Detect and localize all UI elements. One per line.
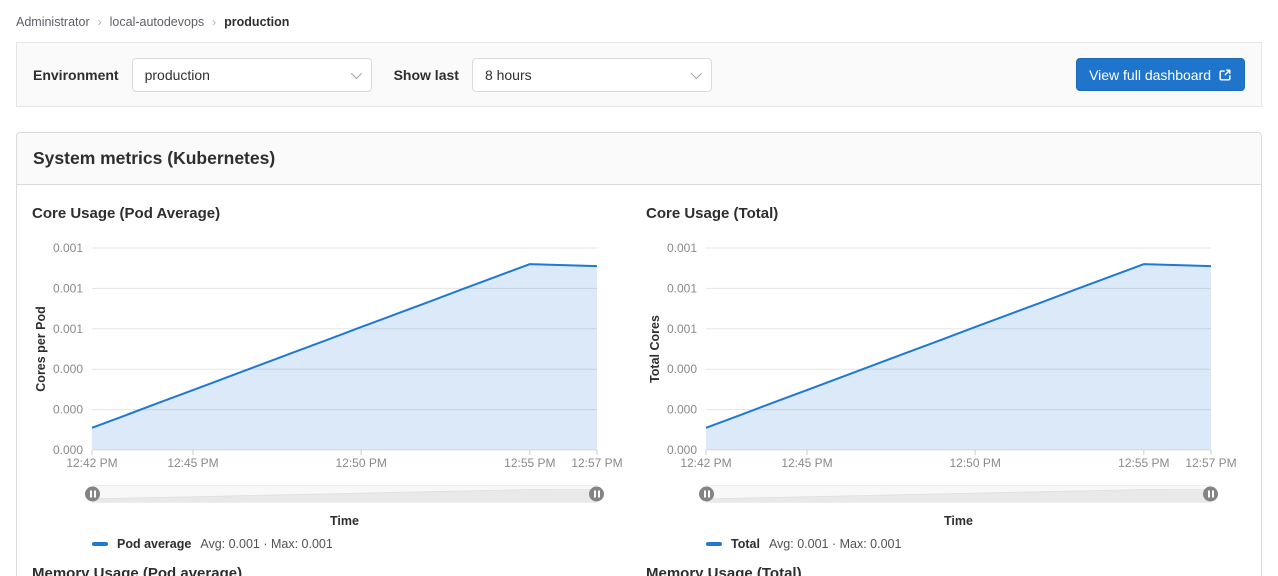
x-axis-title: Time bbox=[944, 514, 973, 528]
legend-series-name: Total bbox=[731, 537, 760, 551]
panel-body: Core Usage (Pod Average) 0.001 0.001 0.001… bbox=[17, 185, 1261, 576]
charts-row: Core Usage (Pod Average) 0.001 0.001 0.001… bbox=[32, 205, 1246, 551]
y-axis-title: Total Cores bbox=[648, 315, 662, 383]
view-full-dashboard-label: View full dashboard bbox=[1089, 66, 1211, 83]
legend-series-stats: Avg: 0.001 · Max: 0.001 bbox=[768, 537, 902, 551]
pause-icon bbox=[589, 487, 604, 502]
environment-label: Environment bbox=[33, 66, 119, 83]
x-tick-label: 12:57 PM bbox=[571, 456, 622, 470]
chart-title: Core Usage (Total) bbox=[646, 205, 779, 222]
chart-title: Core Usage (Pod Average) bbox=[32, 205, 221, 222]
y-tick-label: 0.001 bbox=[53, 281, 83, 295]
legend-series-stats: Avg: 0.001 · Max: 0.001 bbox=[200, 537, 333, 551]
zoom-handle-right[interactable] bbox=[1203, 486, 1218, 502]
breadcrumb-item-environment: production bbox=[224, 15, 290, 29]
zoom-handle-left[interactable] bbox=[699, 486, 714, 502]
zoom-slider[interactable] bbox=[85, 485, 604, 503]
chevron-down-icon bbox=[690, 67, 703, 79]
show-last-select-value: 8 hours bbox=[484, 66, 532, 83]
chart-title-memory-pod-average: Memory Usage (Pod average) bbox=[32, 565, 243, 576]
x-tick-label: 12:45 PM bbox=[167, 456, 218, 470]
environment-select-value: production bbox=[144, 66, 210, 83]
charts-row-memory: Memory Usage (Pod average) Memory Usage … bbox=[32, 565, 1246, 576]
y-tick-label: 0.001 bbox=[53, 322, 83, 336]
legend-item[interactable]: Total Avg: 0.001 · Max: 0.001 bbox=[706, 537, 1246, 551]
y-tick-label: 0.001 bbox=[667, 322, 697, 336]
metrics-panel: System metrics (Kubernetes) Core Usage (… bbox=[16, 132, 1262, 576]
breadcrumb-item-project[interactable]: local-autodevops bbox=[109, 15, 205, 29]
y-tick-label: 0.001 bbox=[53, 241, 83, 255]
x-tick-label: 12:55 PM bbox=[504, 456, 555, 470]
legend-series-name: Pod average bbox=[117, 537, 192, 551]
y-tick-label: 0.000 bbox=[667, 443, 697, 457]
zoom-slider-preview bbox=[707, 489, 1210, 502]
x-tick-label: 12:50 PM bbox=[335, 456, 386, 470]
show-last-select[interactable]: 8 hours bbox=[471, 57, 712, 92]
y-tick-label: 0.000 bbox=[53, 403, 83, 417]
zoom-handle-left[interactable] bbox=[85, 486, 100, 502]
zoom-slider[interactable] bbox=[699, 485, 1218, 503]
y-tick-label: 0.000 bbox=[667, 403, 697, 417]
section-title: System metrics (Kubernetes) bbox=[17, 133, 1261, 185]
legend-swatch bbox=[706, 542, 722, 546]
x-tick-label: 12:42 PM bbox=[680, 456, 731, 470]
breadcrumb: Administrator › local-autodevops › produ… bbox=[0, 0, 1278, 42]
y-tick-label: 0.000 bbox=[53, 362, 83, 376]
y-tick-label: 0.001 bbox=[667, 241, 697, 255]
breadcrumb-separator-icon: › bbox=[97, 15, 102, 29]
y-axis-title: Cores per Pod bbox=[34, 306, 48, 391]
pause-icon bbox=[699, 487, 714, 502]
show-last-label: Show last bbox=[393, 66, 459, 83]
chart-panel-core-usage-pod-average: Core Usage (Pod Average) 0.001 0.001 0.001… bbox=[32, 205, 632, 551]
chart-plot[interactable]: 0.001 0.001 0.001 0.000 0.000 0.000 12:42 PM 12… bbox=[32, 236, 632, 473]
x-tick-label: 12:55 PM bbox=[1118, 456, 1169, 470]
chart-panel-core-usage-total: Core Usage (Total) 0.001 0.001 0.001 0.000 0… bbox=[646, 205, 1246, 551]
y-tick-label: 0.000 bbox=[667, 362, 697, 376]
chevron-down-icon bbox=[350, 67, 362, 79]
x-tick-label: 12:45 PM bbox=[781, 456, 832, 470]
pause-icon bbox=[1203, 487, 1218, 502]
y-tick-label: 0.001 bbox=[667, 281, 697, 295]
x-tick-label: 12:42 PM bbox=[66, 456, 117, 470]
legend-item[interactable]: Pod average Avg: 0.001 · Max: 0.001 bbox=[92, 537, 632, 551]
external-link-icon bbox=[1219, 68, 1231, 81]
x-axis-title: Time bbox=[330, 514, 359, 528]
chart-plot[interactable]: 0.001 0.001 0.001 0.000 0.000 0.000 12:42 PM 12… bbox=[646, 236, 1246, 473]
chart-title-memory-total: Memory Usage (Total) bbox=[646, 565, 802, 576]
filter-bar: Environment production Show last 8 hours… bbox=[16, 42, 1262, 107]
zoom-handle-right[interactable] bbox=[589, 486, 604, 502]
x-tick-label: 12:50 PM bbox=[949, 456, 1000, 470]
view-full-dashboard-button[interactable]: View full dashboard bbox=[1076, 58, 1245, 91]
environment-select[interactable]: production bbox=[131, 57, 372, 92]
x-tick-label: 12:57 PM bbox=[1185, 456, 1236, 470]
breadcrumb-separator-icon: › bbox=[212, 15, 217, 29]
zoom-slider-preview bbox=[93, 489, 596, 502]
y-tick-label: 0.000 bbox=[53, 443, 83, 457]
legend-swatch bbox=[92, 542, 108, 546]
pause-icon bbox=[85, 487, 100, 502]
breadcrumb-item-administrator[interactable]: Administrator bbox=[16, 15, 90, 29]
